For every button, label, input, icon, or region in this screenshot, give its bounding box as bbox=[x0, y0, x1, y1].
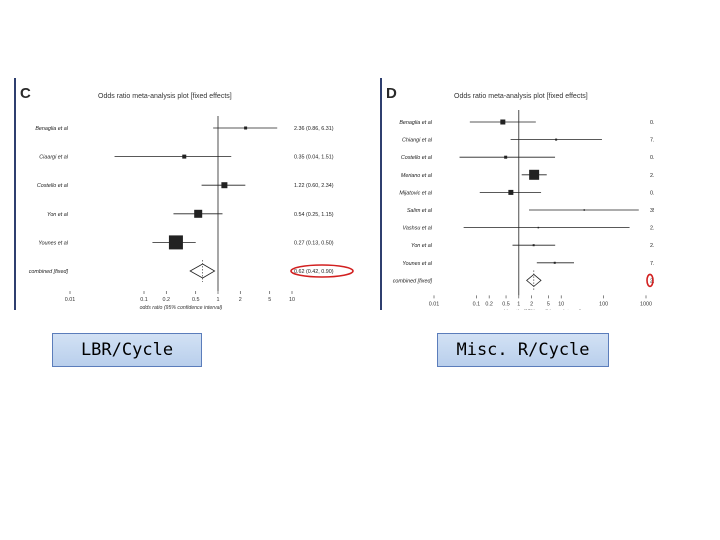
ci-value: 0.49 (0.04, 7.16) bbox=[650, 155, 654, 161]
ci-value: 0.42 (0.07, 2.52) bbox=[650, 120, 654, 126]
tick-label: 0.01 bbox=[429, 301, 440, 307]
misc-r-cycle-label-box: Misc. R/Cycle bbox=[437, 333, 609, 367]
study-marker bbox=[221, 182, 228, 189]
study-marker bbox=[194, 209, 203, 218]
study-marker bbox=[508, 189, 514, 195]
lbr-cycle-label-box: LBR/Cycle bbox=[52, 333, 202, 367]
tick-label: 1 bbox=[517, 301, 520, 307]
ci-value: 0.35 (0.04, 1.51) bbox=[294, 155, 334, 161]
combined-diamond bbox=[189, 263, 216, 279]
study-marker bbox=[529, 169, 540, 180]
study-marker bbox=[168, 235, 183, 250]
study-label: Meriano et al bbox=[401, 173, 433, 179]
panel-letter: C bbox=[20, 85, 31, 102]
ci-value: 0.27 (0.13, 0.50) bbox=[294, 240, 334, 246]
forest-plot-c-canvas: C Odds ratio meta-analysis plot [fixed ef… bbox=[20, 85, 354, 310]
study-label: Benaglia et al bbox=[399, 120, 432, 126]
lbr-cycle-label: LBR/Cycle bbox=[80, 340, 174, 360]
tick-label: 0.1 bbox=[473, 301, 481, 307]
forest-plot-d-canvas: D Odds ratio meta-analysis plot [fixed ef… bbox=[386, 85, 654, 310]
study-marker bbox=[555, 138, 558, 141]
tick-label: 0.1 bbox=[140, 297, 148, 303]
study-marker bbox=[500, 119, 506, 125]
tick-label: 0.2 bbox=[163, 297, 171, 303]
tick-label: 10 bbox=[289, 297, 295, 303]
forest-plot-d: D Odds ratio meta-analysis plot [fixed ef… bbox=[380, 78, 654, 310]
study-marker bbox=[537, 226, 540, 229]
misc-r-cycle-label: Misc. R/Cycle bbox=[456, 340, 590, 360]
plot-title: Odds ratio meta-analysis plot [fixed eff… bbox=[454, 93, 588, 100]
tick-label: 2 bbox=[530, 301, 533, 307]
ci-value: 2.36 (0.86, 6.31) bbox=[294, 126, 334, 132]
combined-label: combined [fixed] bbox=[393, 278, 433, 284]
ci-value: 2.30 (1.17, 4.56) bbox=[650, 173, 654, 179]
tick-label: 0.01 bbox=[65, 297, 76, 303]
tick-label: 5 bbox=[547, 301, 550, 307]
forest-plot-c: C Odds ratio meta-analysis plot [fixed ef… bbox=[14, 78, 358, 310]
study-label: Yon et al bbox=[47, 212, 69, 218]
study-label: Younes et al bbox=[402, 261, 432, 267]
highlight-oval bbox=[290, 264, 354, 278]
study-marker bbox=[583, 209, 586, 211]
study-label: Younes et al bbox=[38, 240, 68, 246]
tick-label: 100 bbox=[599, 301, 608, 307]
plot-title: Odds ratio meta-analysis plot [fixed eff… bbox=[98, 93, 232, 100]
ci-value: 2.24 (0.71, 7.21) bbox=[650, 243, 654, 249]
ci-value: 1.22 (0.60, 2.34) bbox=[294, 183, 334, 189]
study-marker bbox=[532, 244, 535, 247]
study-label: Mijatovic et al bbox=[399, 190, 432, 196]
study-label: Vashsu et al bbox=[403, 226, 433, 232]
ci-value: 7.04 (2.66, 20.04) bbox=[650, 261, 654, 267]
study-label: Salim et al bbox=[407, 208, 433, 214]
study-label: Costello et al bbox=[37, 183, 69, 189]
tick-label: 0.2 bbox=[485, 301, 493, 307]
tick-label: 1000 bbox=[640, 301, 652, 307]
study-label: Benaglia et al bbox=[35, 126, 68, 132]
tick-label: 0.5 bbox=[502, 301, 510, 307]
study-label: Chiangi et al bbox=[402, 138, 433, 144]
combined-ci-value: 2.26 (1.53, 3.34) bbox=[650, 278, 654, 284]
tick-label: 1 bbox=[217, 297, 220, 303]
ci-value: 2.89 (0.05, 409.4) bbox=[650, 226, 654, 232]
study-label: Ciaargi et al bbox=[39, 155, 69, 161]
ci-value: 35.00 (1.74, 675.62) bbox=[650, 208, 654, 214]
study-marker bbox=[553, 261, 556, 264]
study-marker bbox=[504, 155, 508, 159]
tick-label: 10 bbox=[558, 301, 564, 307]
tick-label: 2 bbox=[239, 297, 242, 303]
study-marker bbox=[244, 126, 248, 130]
ci-value: 0.54 (0.25, 1.15) bbox=[294, 212, 334, 218]
tick-label: 5 bbox=[268, 297, 271, 303]
panel-letter: D bbox=[386, 85, 397, 102]
study-label: Yon et al bbox=[411, 243, 433, 249]
x-axis-label: odds ratio (95% confidence interval) bbox=[499, 309, 582, 310]
x-axis-label: odds ratio (95% confidence interval) bbox=[140, 305, 223, 310]
tick-label: 0.5 bbox=[192, 297, 200, 303]
combined-ci-value: 0.62 (0.42, 0.90) bbox=[294, 269, 334, 275]
combined-label: combined [fixed] bbox=[29, 269, 69, 275]
highlight-oval bbox=[646, 273, 654, 288]
ci-value: 7.59 (0.64, 91.45) bbox=[650, 138, 654, 144]
study-label: Costello et al bbox=[401, 155, 433, 161]
ci-value: 0.65 (0.12, 3.35) bbox=[650, 190, 654, 196]
study-marker bbox=[182, 154, 187, 159]
